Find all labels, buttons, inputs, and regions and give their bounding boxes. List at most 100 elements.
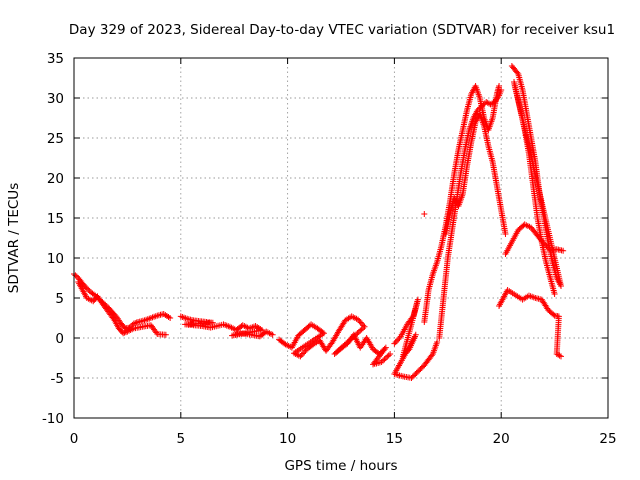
data-point xyxy=(542,241,549,248)
data-point xyxy=(514,69,521,76)
data-point xyxy=(121,329,128,336)
chart-title: Day 329 of 2023, Sidereal Day-to-day VTE… xyxy=(69,22,615,38)
data-point xyxy=(298,351,305,358)
data-point xyxy=(355,328,362,335)
data-point xyxy=(167,315,174,321)
series-evening-waves xyxy=(276,313,394,368)
data-point xyxy=(544,244,551,251)
x-tick-label: 20 xyxy=(493,431,510,447)
data-point xyxy=(381,356,388,363)
data-point xyxy=(416,367,423,374)
data-point xyxy=(477,104,484,111)
data-point xyxy=(558,353,565,360)
data-point xyxy=(476,105,483,112)
data-point xyxy=(393,337,400,344)
data-point xyxy=(392,339,399,346)
y-tick-label: 25 xyxy=(47,131,64,147)
data-point xyxy=(378,359,385,365)
series-midday-flat xyxy=(177,313,276,340)
data-point xyxy=(411,372,418,379)
data-point xyxy=(357,327,364,334)
data-point xyxy=(413,369,420,376)
data-point xyxy=(85,286,92,293)
data-point xyxy=(550,311,557,318)
y-tick-label: 20 xyxy=(47,171,64,187)
data-point xyxy=(540,240,547,247)
series-main-peak-a xyxy=(421,83,503,325)
data-point xyxy=(418,364,425,371)
data-point xyxy=(299,350,306,357)
series-main-peak-b xyxy=(436,87,505,341)
series-isolated xyxy=(421,211,428,217)
data-point xyxy=(380,357,387,364)
data-point xyxy=(328,340,335,347)
y-tick-label: 10 xyxy=(47,251,64,267)
data-point xyxy=(496,83,503,89)
series-main-peak-c xyxy=(442,111,509,237)
data-point xyxy=(560,247,567,254)
data-point xyxy=(387,351,394,357)
data-point xyxy=(382,355,389,361)
data-point xyxy=(543,243,550,250)
data-point xyxy=(502,231,509,237)
data-point xyxy=(360,325,367,332)
data-point xyxy=(391,340,398,347)
series-late-shoulder xyxy=(502,221,567,257)
data-point xyxy=(162,331,169,338)
data-point xyxy=(556,352,563,359)
data-point xyxy=(474,107,481,113)
x-tick-label: 0 xyxy=(70,431,79,447)
data-point xyxy=(546,245,553,252)
data-point xyxy=(358,320,365,327)
y-tick-label: -5 xyxy=(51,371,64,387)
y-tick-label: 5 xyxy=(55,291,64,307)
x-tick-label: 25 xyxy=(599,431,616,447)
grid xyxy=(74,58,608,418)
data-point xyxy=(395,336,402,343)
data-point xyxy=(428,352,435,359)
series-pre-peak xyxy=(391,296,441,381)
data-point xyxy=(269,331,276,338)
data-point xyxy=(551,291,558,297)
data-point xyxy=(356,318,363,325)
data-point xyxy=(498,87,505,93)
data-point xyxy=(434,339,441,345)
y-tick-label: 0 xyxy=(55,331,64,347)
x-tick-label: 15 xyxy=(386,431,403,447)
y-tick-label: 15 xyxy=(47,211,64,227)
x-tick-label: 5 xyxy=(177,431,186,447)
series-early-lower xyxy=(75,279,169,338)
y-tick-label: 35 xyxy=(47,51,64,67)
data-point xyxy=(354,330,361,337)
data-point xyxy=(396,334,403,341)
x-tick-label: 10 xyxy=(279,431,296,447)
data-point xyxy=(409,373,416,380)
data-point xyxy=(120,330,127,337)
x-axis-title: GPS time / hours xyxy=(284,458,397,474)
data-point xyxy=(361,323,368,330)
y-tick-label: 30 xyxy=(47,91,64,107)
plot-frame xyxy=(73,57,609,419)
data-point xyxy=(355,316,362,323)
data-point xyxy=(297,353,304,360)
data-point xyxy=(72,272,79,279)
data-point xyxy=(110,315,117,322)
data-points xyxy=(71,63,567,381)
data-point xyxy=(301,349,308,356)
data-point xyxy=(421,211,428,217)
axis-ticks: 0 5 10 15 20 25 -10 -5 0 5 10 15 20 25 30 35 xyxy=(42,51,617,447)
data-point xyxy=(412,371,419,378)
data-point xyxy=(132,320,139,327)
data-point xyxy=(480,101,487,108)
data-point xyxy=(408,375,415,381)
series-early-decay xyxy=(71,271,174,332)
data-point xyxy=(478,103,485,109)
data-point xyxy=(417,366,424,373)
data-point xyxy=(133,319,140,326)
y-axis-title: SDTVAR / TECUs xyxy=(6,183,22,293)
data-point xyxy=(384,353,391,360)
data-point xyxy=(358,326,365,333)
data-point xyxy=(83,285,90,292)
